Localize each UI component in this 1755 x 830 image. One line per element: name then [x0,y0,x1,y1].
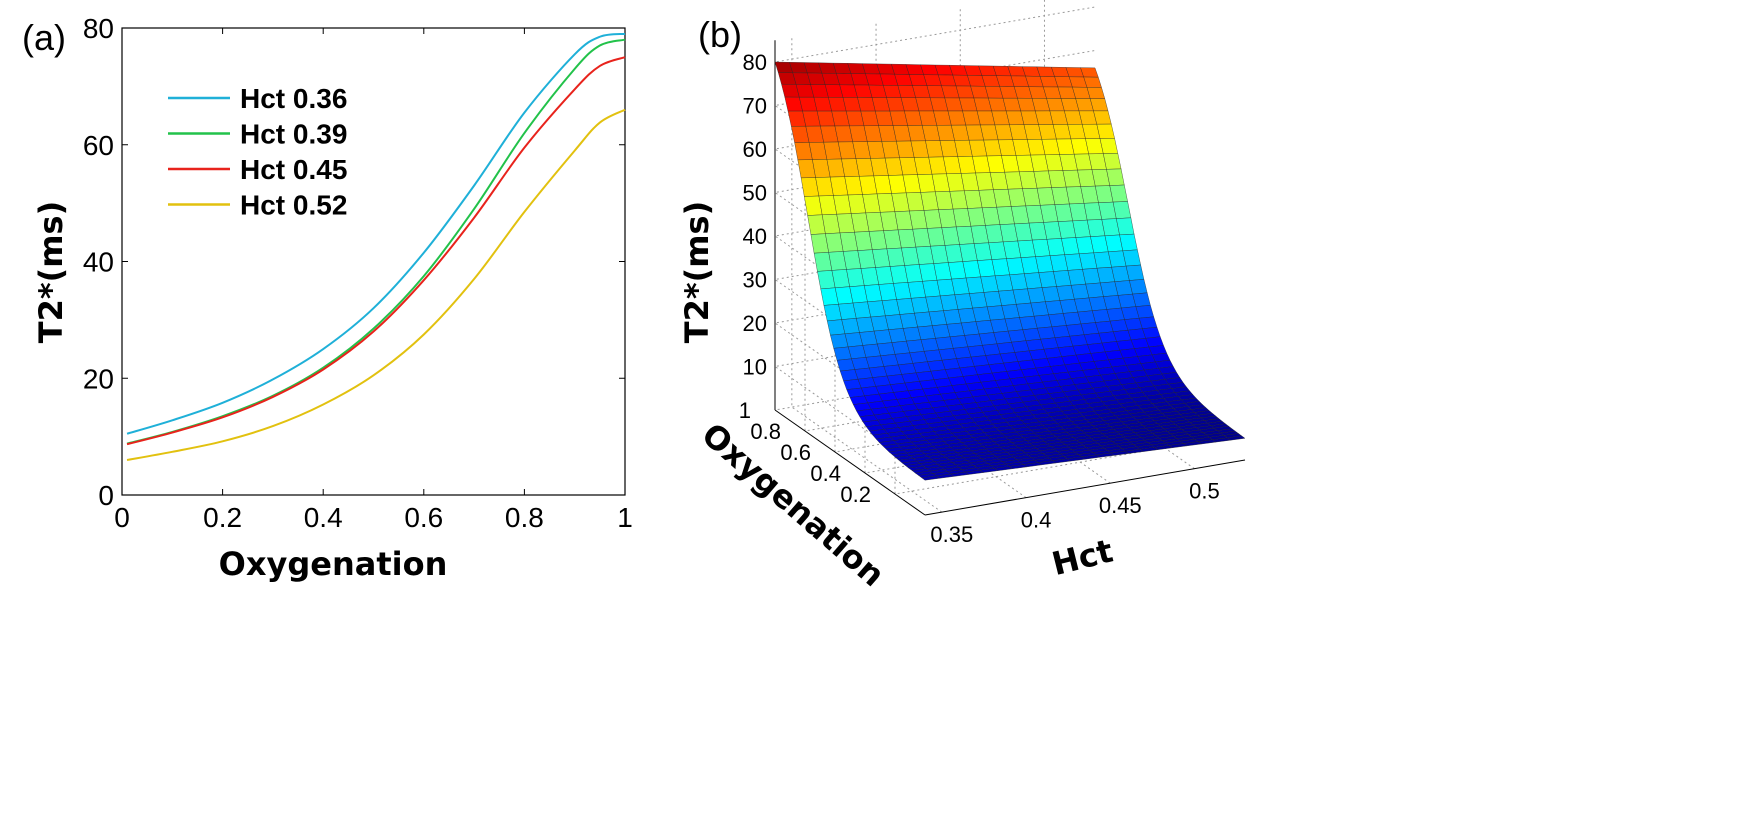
legend-label: Hct 0.52 [240,190,347,221]
y-tick-label-b: 0.2 [840,482,871,507]
x-tick-label-a: 0.4 [304,502,343,533]
y-axis-title-a: T2*(ms) [32,201,70,343]
z-tick-label-b: 40 [743,224,767,249]
x-tick-label-a: 0.6 [404,502,443,533]
surface-patch [1145,336,1164,348]
z-tick-label-b: 70 [743,94,767,119]
x-tick-label-a: 0 [114,502,130,533]
surface-patch [1109,184,1128,203]
surface-patch [1119,233,1138,251]
y-tick-label-b: 0.6 [780,440,811,465]
x-tick-label-a: 1 [617,502,633,533]
surface-patch [1080,67,1099,78]
plot-area-a [121,27,626,496]
surface-patch [1132,292,1151,307]
surface-patch [1086,87,1106,99]
series-line-hct-0.39 [126,38,626,445]
z-tick-label-b: 60 [743,137,767,162]
y-tick-label-b: 0.4 [810,461,841,486]
y-tick-label-a: 60 [83,130,114,161]
surface-patch [1112,201,1132,219]
z-tick-label-b: 30 [743,268,767,293]
legend-label: Hct 0.45 [240,154,347,185]
series-line-hct-0.52 [126,108,626,461]
x-gridline-b [791,37,943,513]
surface-patch [1135,305,1154,319]
surface-patch [1125,264,1145,281]
panel-a-line-chart: 0 0.2 0.4 0.6 0.8 1 0 20 40 60 80 Hct 0.36 Hct 0.39… [83,13,633,533]
surface-patch [1096,123,1115,139]
surface-patch [1089,98,1109,112]
x-tick-label-b: 0.5 [1189,479,1220,504]
y-tick-label-b: 1 [739,398,751,423]
x-tick-label-a: 0.2 [203,502,242,533]
surface-patch [1083,76,1102,88]
panel-b-surface-chart: 10203040506070800.20.40.60.810.350.40.45… [739,0,1246,547]
y-tick-label-b: 0.8 [750,419,781,444]
surface-patch [1099,138,1119,154]
surface-patch [1122,249,1141,267]
panel-b-label: (b) [698,14,742,55]
x-tick-label-a: 0.8 [505,502,544,533]
y-tick-label-a: 20 [83,363,114,394]
y-axis-line-b [774,409,926,516]
z-tick-label-b: 20 [743,311,767,336]
series-line-hct-0.36 [126,32,626,435]
surface-patch [1116,217,1135,236]
x-axis-title-b: Hct [1048,532,1116,584]
legend-label: Hct 0.36 [240,83,347,114]
surface-patch [1129,279,1148,295]
surface-patch [1103,153,1122,170]
legend-label: Hct 0.39 [240,119,347,150]
surface-patch [1138,316,1158,329]
x-tick-label-b: 0.45 [1099,493,1142,518]
panel-a-label: (a) [22,17,66,58]
surface-patch [1093,110,1112,125]
z-tick-label-b: 10 [743,355,767,380]
z-tick-label-b: 50 [743,181,767,206]
z-axis-title-b: T2*(ms) [678,201,716,343]
x-axis-title-a: Oxygenation [219,545,448,583]
z-tick-label-b: 80 [743,50,767,75]
series-line-hct-0.45 [126,56,626,446]
y-tick-label-a: 0 [98,480,114,511]
surface-patch [1226,435,1246,441]
x-tick-label-b: 0.4 [1021,508,1052,533]
surface-patch [1106,168,1125,186]
surface-patch [1142,327,1161,339]
y-tick-label-a: 80 [83,13,114,44]
x-axis-line-b [924,459,1246,516]
y-tick-label-a: 40 [83,247,114,278]
x-tick-label-b: 0.35 [930,522,973,547]
